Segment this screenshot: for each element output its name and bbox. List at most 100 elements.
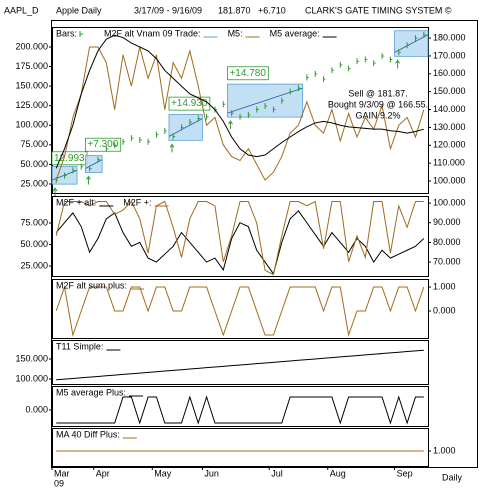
entry-arrow <box>395 59 400 69</box>
entry-arrow <box>86 175 91 185</box>
y2-tick-label: 70.000 <box>433 256 461 266</box>
price-bar <box>155 131 159 138</box>
price-bar <box>356 58 359 65</box>
x-tick-label: Jun <box>204 468 219 478</box>
series-line <box>55 34 424 169</box>
trade-label-text: +7.300 <box>87 139 118 150</box>
price-bar <box>339 61 343 68</box>
series-line <box>56 349 424 381</box>
x-tick-label: Apr <box>96 468 110 478</box>
price-bar <box>147 138 151 145</box>
price-bar <box>172 133 176 140</box>
x-tick-label: Mar <box>54 468 70 478</box>
x-tick-label: May <box>154 468 172 478</box>
price-bar <box>197 115 201 122</box>
y-tick-label: 125.000 <box>15 100 48 110</box>
trade-label: 12.993 <box>51 151 88 166</box>
y2-tick-label: 100.000 <box>433 197 466 207</box>
annotation: GAIN 9.2% <box>355 110 400 120</box>
trade-label-box <box>227 66 269 81</box>
price-bar <box>348 65 351 72</box>
series-line <box>55 46 425 181</box>
trade-line <box>85 159 103 169</box>
panel-frame <box>52 340 429 385</box>
legend-label: M2F alt sum plus: <box>56 280 127 290</box>
y2-tick-label: 170.000 <box>433 50 466 60</box>
price-bar <box>164 127 167 134</box>
trade-line <box>394 34 429 53</box>
x-tick-label: Sep <box>397 468 413 478</box>
y2-tick-label: 90.000 <box>433 217 461 227</box>
legend-label: Bars: <box>56 28 77 38</box>
price-bar <box>222 101 226 108</box>
trade-label-text: +14.930 <box>171 98 208 109</box>
series-line <box>55 285 425 337</box>
trade-line <box>168 118 203 137</box>
series-line <box>55 210 425 276</box>
price-bar <box>72 167 75 174</box>
trade-label: +7.300 <box>85 137 122 152</box>
price-bar <box>323 76 326 83</box>
last-price: 181.870 <box>218 5 251 15</box>
date-range: 3/17/09 - 9/16/09 <box>134 5 202 15</box>
outer-frame <box>51 20 478 468</box>
price-bar <box>114 142 117 149</box>
series-line <box>55 200 424 276</box>
price-bar <box>105 145 109 152</box>
price-bar <box>130 135 134 142</box>
y2-tick-label: 80.000 <box>433 237 461 247</box>
price-bar <box>389 56 393 63</box>
price-bar <box>314 70 318 77</box>
legend-label: M2F +: <box>123 197 151 207</box>
y2-tick-label: 100.000 <box>433 175 466 185</box>
y2-tick-label: 1.000 <box>433 281 456 291</box>
y-tick-label: 25.000 <box>20 178 48 188</box>
y2-tick-label: 140.000 <box>433 104 466 114</box>
y2-tick-label: 110.000 <box>433 158 465 168</box>
y-tick-label: 100.000 <box>15 373 48 383</box>
entry-arrow <box>52 187 58 197</box>
trade-label-box <box>168 96 211 111</box>
y2-tick-label: 180.000 <box>433 32 466 42</box>
price-bar <box>272 106 276 113</box>
y-tick-label: 175.000 <box>15 61 48 71</box>
price-bar <box>231 110 234 117</box>
price-bar <box>139 136 142 143</box>
price-bar <box>247 111 251 118</box>
legend-label: MA 40 Diff Plus: <box>56 429 120 439</box>
price-bar <box>289 88 293 95</box>
price-bar <box>122 138 126 145</box>
legend-label: M2F alt Vnam 09 Trade: <box>104 28 201 38</box>
y2-tick-label: 160.000 <box>433 68 466 78</box>
price-bar <box>281 97 284 104</box>
panel-frame <box>52 27 429 194</box>
price-bar <box>264 102 268 109</box>
price-change: +6.710 <box>258 5 286 15</box>
y2-tick-label: 120.000 <box>433 140 466 150</box>
trade-label-box <box>85 137 122 152</box>
y2-tick-label: 130.000 <box>433 122 466 132</box>
price-bar <box>297 85 301 92</box>
y-tick-label: 50.000 <box>20 239 48 249</box>
x-tick-label: Jul <box>271 468 283 478</box>
y2-tick-label: 0.000 <box>433 305 456 315</box>
y-tick-label: 200.000 <box>15 41 48 51</box>
y-tick-label: 25.000 <box>20 260 48 270</box>
price-bar <box>239 113 242 120</box>
price-bar <box>414 35 418 42</box>
y-tick-label: 150.000 <box>15 80 48 90</box>
price-bar <box>189 119 192 126</box>
y-tick-label: 100.000 <box>15 120 48 130</box>
price-bar <box>331 67 334 74</box>
price-bar <box>181 124 184 131</box>
symbol: AAPL_D <box>4 5 39 15</box>
instrument-name: Apple Daily <box>56 5 102 15</box>
y2-tick-label: 1.000 <box>433 445 456 455</box>
y-tick-label: 75.000 <box>20 139 48 149</box>
y2-tick-label: 150.000 <box>433 86 466 96</box>
price-bar <box>64 172 67 179</box>
price-bar <box>80 163 84 170</box>
y-tick-label: 0.000 <box>25 404 48 414</box>
legend-label: M5: <box>228 28 243 38</box>
